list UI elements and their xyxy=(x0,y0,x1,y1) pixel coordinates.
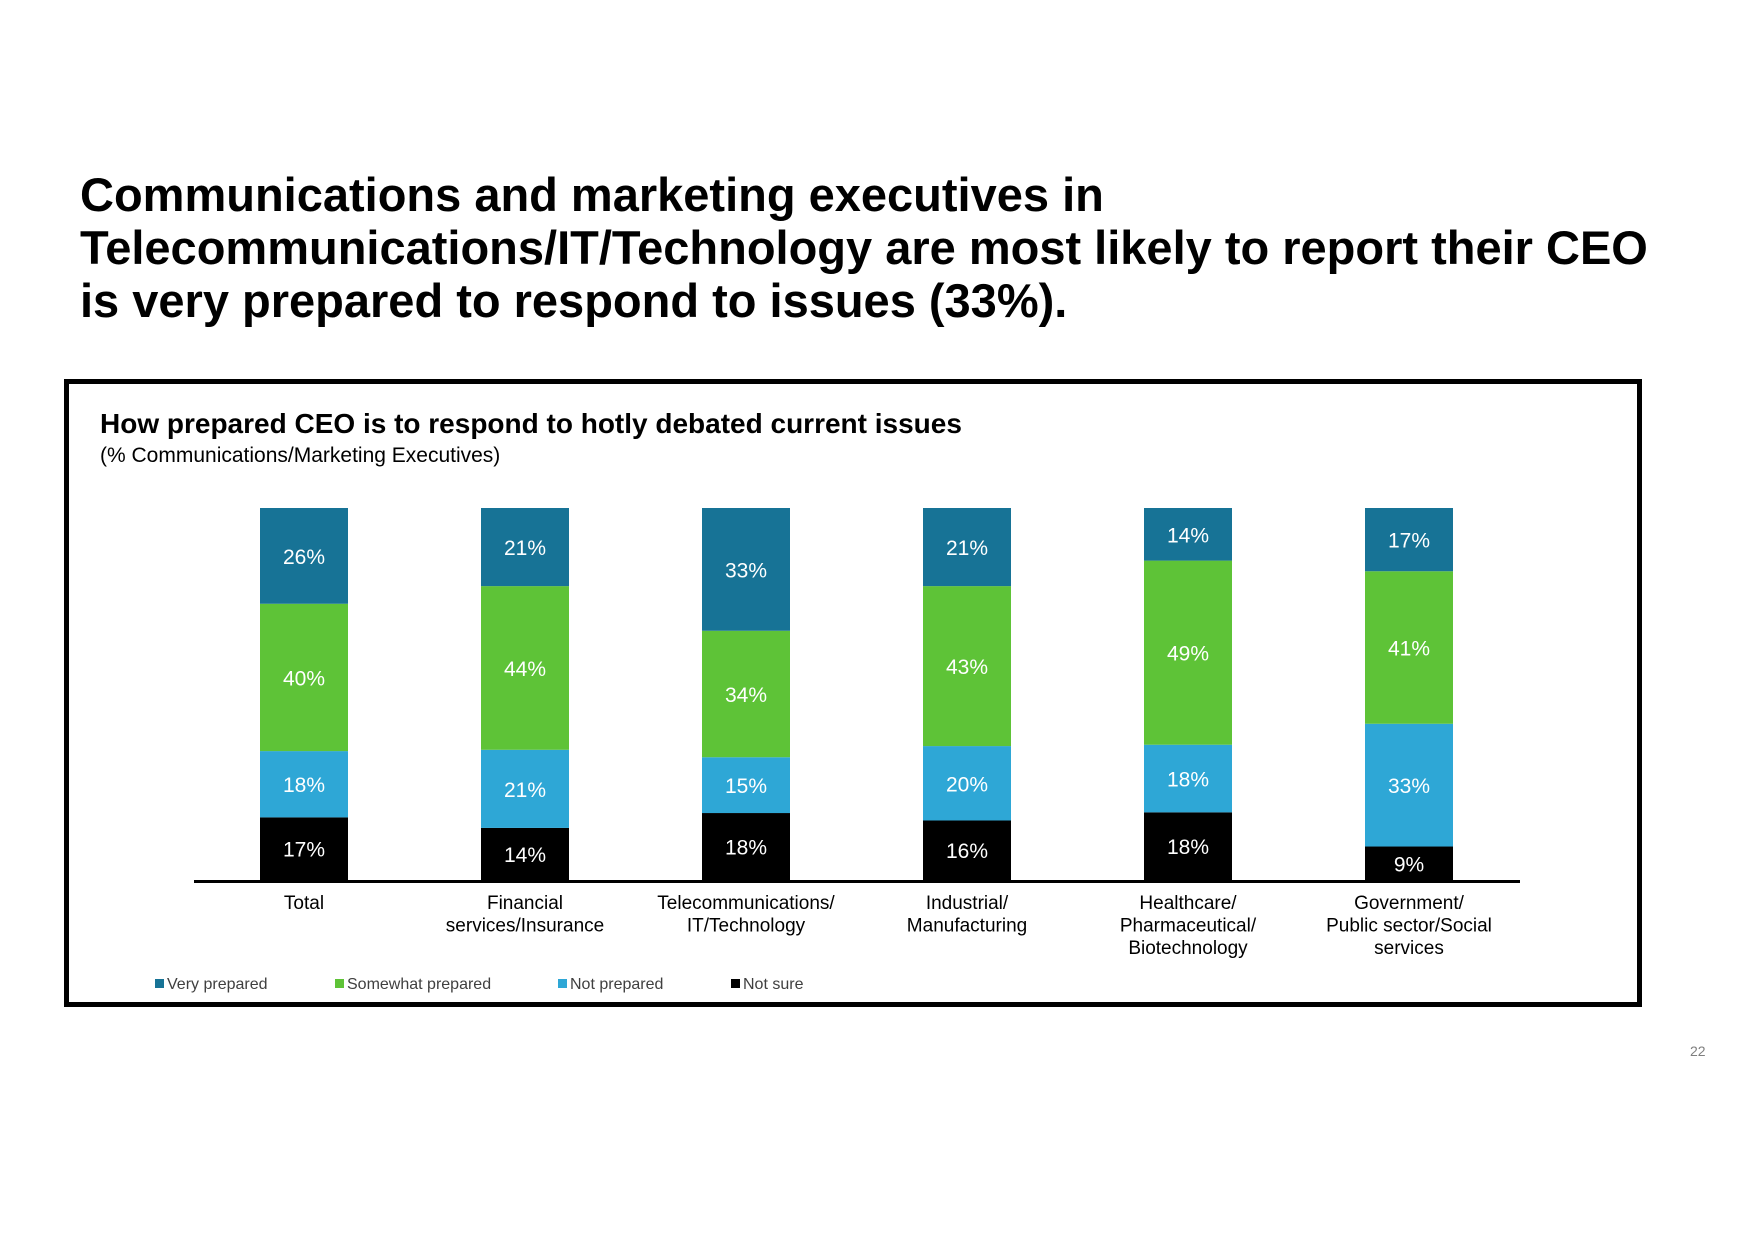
data-label: 41% xyxy=(1388,638,1430,661)
category-label: Total xyxy=(284,893,324,914)
category-label: Industrial/ xyxy=(926,893,1009,914)
bar-segment-not-sure xyxy=(481,827,569,880)
data-label: 33% xyxy=(1388,775,1430,798)
data-label: 34% xyxy=(725,684,767,707)
bar-segment-somewhat-prepared xyxy=(481,586,569,750)
data-label: 21% xyxy=(504,537,546,560)
data-label: 17% xyxy=(1388,530,1430,553)
bar-segment-not-prepared xyxy=(1144,744,1232,813)
data-label: 43% xyxy=(946,656,988,679)
bar-segment-very-prepared xyxy=(1144,508,1232,561)
legend-swatch-not-prepared xyxy=(558,979,567,988)
category-label: services/Insurance xyxy=(446,916,604,937)
category-label: Healthcare/ xyxy=(1139,893,1237,914)
legend-label-very-prepared: Very prepared xyxy=(167,976,268,993)
bar-segment-somewhat-prepared xyxy=(1144,560,1232,745)
legend-label-not-prepared: Not prepared xyxy=(570,976,663,993)
bar-segment-very-prepared xyxy=(260,508,348,604)
bar-segment-not-sure xyxy=(1144,812,1232,880)
data-label: 26% xyxy=(283,546,325,569)
bar-segment-not-sure xyxy=(923,820,1011,880)
chart-title: How prepared CEO is to respond to hotly … xyxy=(100,408,962,439)
bar-segment-very-prepared xyxy=(923,508,1011,587)
data-label: 18% xyxy=(725,837,767,860)
chart-subtitle: (% Communications/Marketing Executives) xyxy=(100,444,501,467)
headline-line-3: is very prepared to respond to issues (3… xyxy=(80,274,1068,327)
bar-segment-somewhat-prepared xyxy=(1365,571,1453,724)
page-number: 22 xyxy=(1690,1043,1706,1059)
data-label: 49% xyxy=(1167,643,1209,666)
legend-label-somewhat-prepared: Somewhat prepared xyxy=(347,976,491,993)
bar-segment-very-prepared xyxy=(481,508,569,587)
data-label: 14% xyxy=(504,844,546,867)
data-label: 15% xyxy=(725,775,767,798)
category-label: Financial xyxy=(487,893,563,914)
bar-segment-not-prepared xyxy=(702,757,790,814)
data-label: 9% xyxy=(1394,853,1424,876)
category-label: Public sector/Social xyxy=(1326,916,1492,937)
bar-segment-very-prepared xyxy=(1365,508,1453,572)
data-label: 14% xyxy=(1167,524,1209,547)
bar-segment-not-prepared xyxy=(260,751,348,818)
data-label: 18% xyxy=(283,774,325,797)
data-label: 18% xyxy=(1167,769,1209,792)
bar-segment-somewhat-prepared xyxy=(923,586,1011,747)
data-label: 17% xyxy=(283,839,325,862)
bar-segment-not-prepared xyxy=(1365,723,1453,847)
chart-frame xyxy=(64,379,1642,1007)
legend-swatch-not-sure xyxy=(731,979,740,988)
bar-segment-not-sure xyxy=(702,813,790,880)
legend-label-not-sure: Not sure xyxy=(743,976,804,993)
bar-segment-not-sure xyxy=(260,817,348,880)
legend-swatch-somewhat-prepared xyxy=(335,979,344,988)
data-label: 20% xyxy=(946,773,988,796)
category-label: Pharmaceutical/ xyxy=(1120,916,1257,937)
data-label: 16% xyxy=(946,840,988,863)
headline-line-2: Telecommunications/IT/Technology are mos… xyxy=(80,221,1648,274)
data-label: 33% xyxy=(725,559,767,582)
bar-segment-not-sure xyxy=(1365,846,1453,880)
bar-segment-somewhat-prepared xyxy=(702,630,790,758)
data-label: 44% xyxy=(504,658,546,681)
data-label: 21% xyxy=(946,537,988,560)
bar-segment-very-prepared xyxy=(702,508,790,631)
bar-segment-not-prepared xyxy=(923,746,1011,821)
headline: Communications and marketing executives … xyxy=(80,168,1700,327)
data-label: 40% xyxy=(283,667,325,690)
category-label: IT/Technology xyxy=(687,916,806,937)
data-label: 18% xyxy=(1167,836,1209,859)
category-label: Telecommunications/ xyxy=(657,893,835,914)
category-label: services xyxy=(1374,938,1444,959)
category-label: Manufacturing xyxy=(907,916,1027,937)
data-label: 21% xyxy=(504,779,546,802)
bar-segment-somewhat-prepared xyxy=(260,603,348,752)
headline-line-1: Communications and marketing executives … xyxy=(80,168,1104,221)
bar-segment-not-prepared xyxy=(481,749,569,828)
legend-swatch-very-prepared xyxy=(155,979,164,988)
category-label: Government/ xyxy=(1354,893,1465,914)
category-label: Biotechnology xyxy=(1128,938,1248,959)
